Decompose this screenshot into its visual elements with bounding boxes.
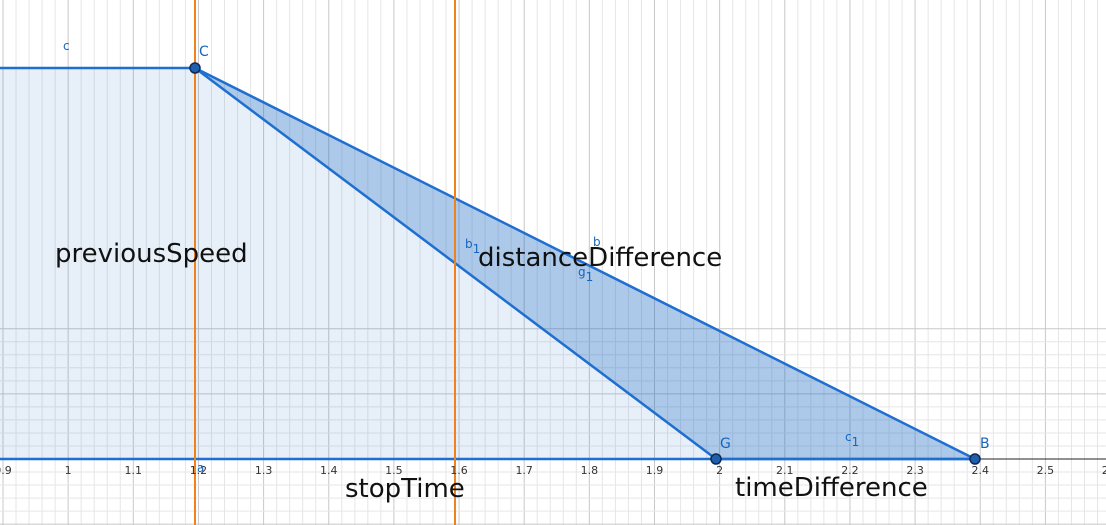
object-label: b1 xyxy=(465,237,480,256)
x-tick-label: 2 xyxy=(716,464,723,477)
x-tick-label: 1.1 xyxy=(125,464,143,477)
label-sub: 1 xyxy=(586,270,594,284)
text-label: distanceDifference xyxy=(478,243,722,273)
point-label: C xyxy=(199,44,209,60)
x-tick-label: 1.5 xyxy=(385,464,403,477)
x-tick-label: 2.6 xyxy=(1102,464,1106,477)
object-label: b xyxy=(593,235,601,249)
x-tick-label: 2.5 xyxy=(1037,464,1055,477)
point-label: B xyxy=(980,436,990,452)
x-tick-label: 1.7 xyxy=(515,464,533,477)
label-name: c xyxy=(845,430,852,444)
object-label: c1 xyxy=(845,430,859,449)
label-name: g xyxy=(578,265,586,279)
x-tick-label: 1.9 xyxy=(646,464,664,477)
x-tick-label: 1.6 xyxy=(450,464,468,477)
point-label: G xyxy=(720,436,731,452)
x-tick-label: 1.2 xyxy=(190,464,208,477)
object-label: a xyxy=(197,461,204,475)
text-label: previousSpeed xyxy=(55,239,248,269)
point[interactable] xyxy=(710,453,722,465)
x-tick-label: 1 xyxy=(65,464,72,477)
text-label: stopTime xyxy=(345,474,465,504)
x-tick-label: 2.2 xyxy=(841,464,859,477)
point[interactable] xyxy=(969,453,981,465)
text-label: timeDifference xyxy=(735,473,928,503)
x-tick-label: 1.3 xyxy=(255,464,273,477)
x-tick-label: 1.4 xyxy=(320,464,338,477)
x-tick-label: 1.8 xyxy=(581,464,599,477)
x-tick-label: 0.9 xyxy=(0,464,12,477)
label-sub: 1 xyxy=(473,242,481,256)
x-tick-label: 2.3 xyxy=(906,464,924,477)
label-name: b xyxy=(465,237,473,251)
point[interactable] xyxy=(189,62,201,74)
speed-region xyxy=(0,68,716,459)
object-label: g1 xyxy=(578,265,593,284)
x-tick-label: 2.1 xyxy=(776,464,794,477)
x-tick-label: 2.4 xyxy=(972,464,990,477)
x-tick-labels: 0.9 1 1.1 1.2 1.3 1.4 1.5 1.6 1.7 1.8 1.9 2 2.1 2.2 2.… xyxy=(0,464,1106,477)
object-label: c xyxy=(63,39,70,53)
label-sub: 1 xyxy=(852,435,860,449)
